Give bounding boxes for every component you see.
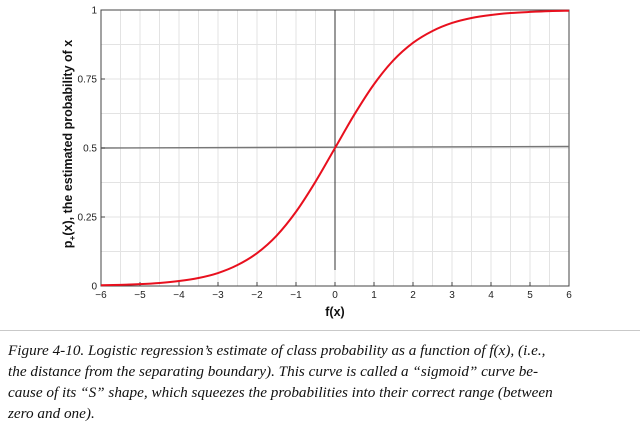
x-tick-label: −3 [212,290,224,301]
y-tick-label: 0.75 [78,75,98,86]
y-axis-label-subscript: + [67,236,77,241]
x-tick-label: 5 [527,290,533,301]
x-tick-label: −2 [251,290,263,301]
y-axis-label-main: p [61,240,75,248]
y-tick-labels: 0 0.25 0.5 0.75 1 [78,6,98,293]
caption-divider [0,330,640,331]
y-tick-label: 0.25 [78,213,98,224]
x-axis-label: f(x) [325,305,344,319]
caption-line: cause of its “S” shape, which squeezes t… [8,384,553,401]
sigmoid-chart: 0 0.25 0.5 0.75 1 −6 −5 −4 −3 −2 −1 0 1 2 3 4 5 6 f(x) p… [61,6,572,320]
x-tick-label: −5 [134,290,146,301]
x-tick-label: 4 [488,290,494,301]
caption-line: the distance from the separating boundar… [8,363,539,380]
y-tick-label: 0 [91,282,97,293]
sigmoid-curve [100,9,570,287]
y-tick-label: 1 [91,6,97,17]
y-axis-label-rest: (x), the estimated probability of x [61,40,75,236]
x-tick-label: −4 [173,290,185,301]
x-tick-label: 0 [332,290,338,301]
x-tick-label: −1 [290,290,302,301]
x-tick-labels: −6 −5 −4 −3 −2 −1 0 1 2 3 4 5 6 [95,290,572,301]
caption-line: zero and one). [8,405,95,422]
x-tick-label: 6 [566,290,572,301]
x-tick-label: 1 [371,290,377,301]
reference-lines [100,10,570,270]
x-tick-label: −6 [95,290,107,301]
x-tick-label: 2 [410,290,416,301]
y-tick-label: 0.5 [83,144,97,155]
figure-caption: Figure 4-10. Logistic regression’s estim… [8,340,634,424]
x-tick-label: 3 [449,290,455,301]
caption-line: Figure 4-10. Logistic regression’s estim… [8,342,546,359]
y-axis-label: p+(x), the estimated probability of x [61,40,77,249]
